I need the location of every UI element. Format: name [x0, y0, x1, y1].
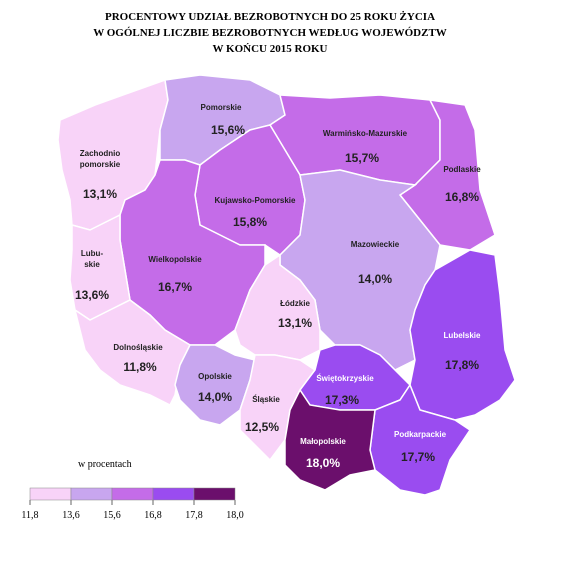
legend-tick-label: 17,8 [185, 510, 203, 521]
region-name: Wielkopolskie [148, 255, 202, 264]
region-name: skie [84, 260, 100, 269]
region-name: Kujawsko-Pomorskie [215, 196, 296, 205]
region-name: Pomorskie [201, 103, 242, 112]
region-value: 17,8% [445, 358, 479, 372]
region-value: 13,1% [83, 187, 117, 201]
title-line: W OGÓLNEJ LICZBIE BEZROBOTNYCH WEDŁUG WO… [93, 27, 447, 39]
legend-swatch [152, 487, 195, 501]
region-name: Podkarpackie [394, 430, 447, 439]
region-name: Warmińsko-Mazurskie [323, 129, 408, 138]
region-value: 12,5% [245, 420, 279, 434]
region-value: 17,7% [401, 450, 435, 464]
region-name: Mazowieckie [351, 240, 400, 249]
legend-tick-label: 13,6 [62, 510, 80, 521]
region-value: 13,6% [75, 288, 109, 302]
region [234, 253, 321, 361]
title-line: W KOŃCU 2015 ROKU [213, 43, 328, 55]
title-line: PROCENTOWY UDZIAŁ BEZROBOTNYCH DO 25 ROK… [105, 11, 435, 23]
region [174, 344, 256, 426]
region-name: Lubu- [81, 249, 104, 258]
region-value: 14,0% [358, 272, 392, 286]
region-value: 14,0% [198, 390, 232, 404]
region-name: Śląskie [252, 395, 280, 404]
legend-swatch [111, 487, 154, 501]
legend-tick-label: 18,0 [226, 510, 244, 521]
region-value: 13,1% [278, 316, 312, 330]
region [284, 388, 376, 491]
legend-tick-label: 11,8 [21, 510, 38, 521]
legend-swatch [193, 487, 236, 501]
region-value: 17,3% [325, 393, 359, 407]
region-value: 11,8% [123, 360, 157, 374]
legend-tick-label: 15,6 [103, 510, 121, 521]
region-name: Łódzkie [280, 299, 310, 308]
region-name: Podlaskie [443, 165, 481, 174]
legend-swatch [70, 487, 113, 501]
region-name: Dolnośląskie [113, 343, 163, 352]
region-name: Zachodnio [80, 149, 121, 158]
region-value: 15,6% [211, 123, 245, 137]
region-name: Małopolskie [300, 437, 346, 446]
region-name: Świętokrzyskie [316, 374, 374, 383]
region-value: 18,0% [306, 456, 340, 470]
region-value: 16,7% [158, 280, 192, 294]
region-name: Lubelskie [444, 331, 481, 340]
region-name: pomorskie [80, 160, 121, 169]
legend-swatch [29, 487, 72, 501]
region-value: 15,7% [345, 151, 379, 165]
region-value: 16,8% [445, 190, 479, 204]
legend-title: w procentach [78, 459, 132, 470]
region-name: Opolskie [198, 372, 232, 381]
region-value: 15,8% [233, 215, 267, 229]
legend-tick-label: 16,8 [144, 510, 162, 521]
